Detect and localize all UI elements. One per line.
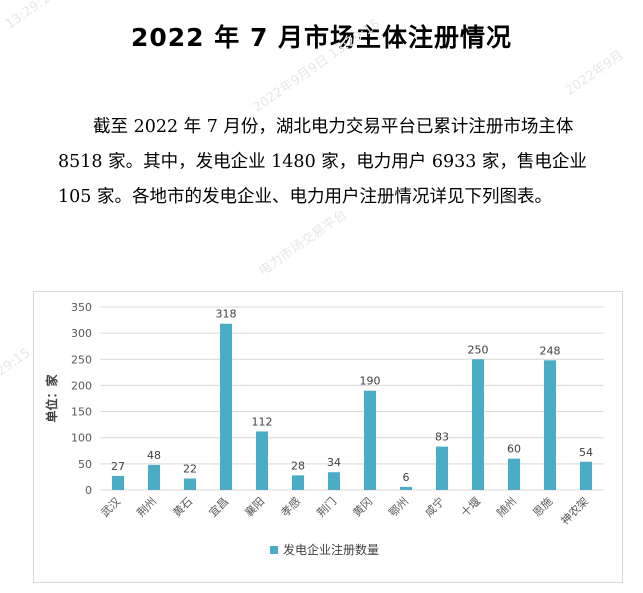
data-label: 248 <box>540 344 561 357</box>
bar <box>400 486 412 490</box>
y-tick-label: 300 <box>71 327 92 340</box>
data-label: 6 <box>403 471 410 484</box>
data-label: 250 <box>468 343 489 356</box>
bar <box>472 359 484 490</box>
data-label: 28 <box>291 459 305 472</box>
x-tick-label: 荆州 <box>134 495 159 520</box>
bar <box>364 390 376 490</box>
bar <box>112 475 124 490</box>
bar <box>328 472 340 490</box>
y-tick-label: 350 <box>71 301 92 314</box>
y-axis-title: 单位：家 <box>44 374 59 423</box>
bar <box>580 461 592 490</box>
x-tick-label: 宜昌 <box>206 494 231 519</box>
bar <box>148 464 160 490</box>
x-tick-label: 咸宁 <box>422 494 447 519</box>
y-tick-label: 100 <box>71 432 92 445</box>
data-label: 27 <box>111 460 125 473</box>
x-tick-label: 黄石 <box>170 494 195 519</box>
data-label: 83 <box>435 431 449 444</box>
legend-label: 发电企业注册数量 <box>283 542 379 557</box>
x-tick-label: 十堰 <box>458 494 483 519</box>
bar <box>220 323 232 490</box>
bar <box>436 446 448 490</box>
bar <box>544 360 556 490</box>
x-tick-label: 恩施 <box>530 495 555 520</box>
x-tick-label: 鄂州 <box>386 495 411 520</box>
data-label: 60 <box>507 443 521 456</box>
y-tick-label: 250 <box>71 353 92 366</box>
y-tick-label: 50 <box>78 458 92 471</box>
x-tick-label: 神农架 <box>558 494 591 527</box>
data-label: 54 <box>579 446 593 459</box>
bar-chart: 0 50 100 150 200 250 300 350 单位：家 27 武汉 48 荆州 22 黄石 318… <box>44 301 604 557</box>
x-tick-label: 孝感 <box>278 495 303 520</box>
y-tick-label: 150 <box>71 406 92 419</box>
x-tick-label: 随州 <box>494 494 519 519</box>
bar <box>508 458 520 490</box>
x-tick-label: 黄冈 <box>350 494 375 519</box>
y-tick-label: 200 <box>71 379 92 392</box>
bar <box>184 478 196 490</box>
data-label: 318 <box>216 308 237 321</box>
data-label: 190 <box>360 375 381 388</box>
watermark-text: 29:15 <box>0 345 34 380</box>
summary-paragraph: 截至 2022 年 7 月份，湖北电力交易平台已累计注册市场主体 8518 家。… <box>58 117 587 207</box>
bar <box>292 475 304 490</box>
data-label: 22 <box>183 462 197 475</box>
watermark-text: 电力市场交易平台 <box>256 207 351 280</box>
data-label: 48 <box>147 449 161 462</box>
data-label: 34 <box>327 456 341 469</box>
x-tick-label: 襄阳 <box>242 494 267 519</box>
data-label: 112 <box>252 415 273 428</box>
x-tick-label: 荆门 <box>314 494 339 519</box>
y-tick-label: 0 <box>85 484 92 497</box>
bar-chart-panel: 0 50 100 150 200 250 300 350 单位：家 27 武汉 48 荆州 22 黄石 318… <box>33 291 623 583</box>
bar <box>256 431 268 490</box>
legend-swatch <box>270 546 278 554</box>
x-tick-label: 武汉 <box>98 495 123 520</box>
document-title: 2022 年 7 月市场主体注册情况 <box>130 23 513 52</box>
